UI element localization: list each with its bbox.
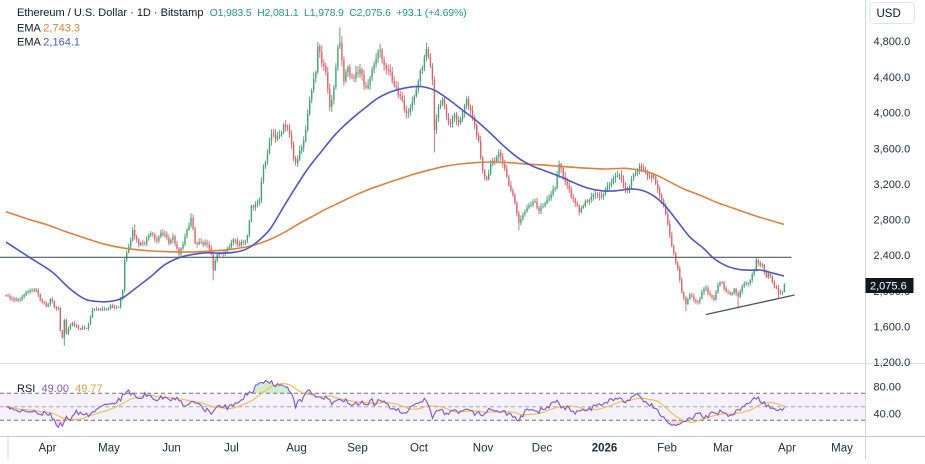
svg-text:3,200.0: 3,200.0	[874, 179, 911, 191]
svg-text:Apr: Apr	[778, 443, 796, 455]
svg-text:1,600.0: 1,600.0	[874, 321, 911, 333]
svg-text:Sep: Sep	[347, 443, 367, 455]
svg-text:RSI 49.00 49.77: RSI 49.00 49.77	[17, 383, 103, 395]
svg-text:Oct: Oct	[410, 443, 429, 455]
svg-text:3,600.0: 3,600.0	[874, 143, 911, 155]
svg-text:Ethereum / U.S. Dollar · 1D ·: Ethereum / U.S. Dollar · 1D · Bitstamp O…	[17, 7, 467, 19]
svg-text:EMA 2,743.3: EMA 2,743.3	[17, 23, 80, 35]
svg-text:2,400.0: 2,400.0	[874, 250, 911, 262]
svg-text:May: May	[98, 443, 120, 455]
svg-text:Feb: Feb	[657, 443, 677, 455]
svg-text:USD: USD	[877, 8, 901, 20]
svg-text:4,000.0: 4,000.0	[874, 107, 911, 119]
svg-text:2,075.6: 2,075.6	[870, 280, 907, 292]
svg-text:EMA 2,164.1: EMA 2,164.1	[17, 37, 80, 49]
svg-text:1,200.0: 1,200.0	[874, 357, 911, 369]
svg-text:Jun: Jun	[162, 443, 181, 455]
svg-text:80.00: 80.00	[874, 381, 902, 393]
svg-text:4,400.0: 4,400.0	[874, 72, 911, 84]
svg-text:Apr: Apr	[39, 443, 57, 455]
svg-text:2,800.0: 2,800.0	[874, 214, 911, 226]
svg-text:2026: 2026	[592, 443, 618, 455]
svg-text:Dec: Dec	[532, 443, 553, 455]
svg-text:40.00: 40.00	[874, 408, 902, 420]
svg-text:Jul: Jul	[224, 443, 239, 455]
svg-text:May: May	[831, 443, 853, 455]
svg-text:4,800.0: 4,800.0	[874, 36, 911, 48]
svg-text:Mar: Mar	[713, 443, 733, 455]
svg-text:Nov: Nov	[473, 443, 494, 455]
svg-text:Aug: Aug	[286, 443, 306, 455]
